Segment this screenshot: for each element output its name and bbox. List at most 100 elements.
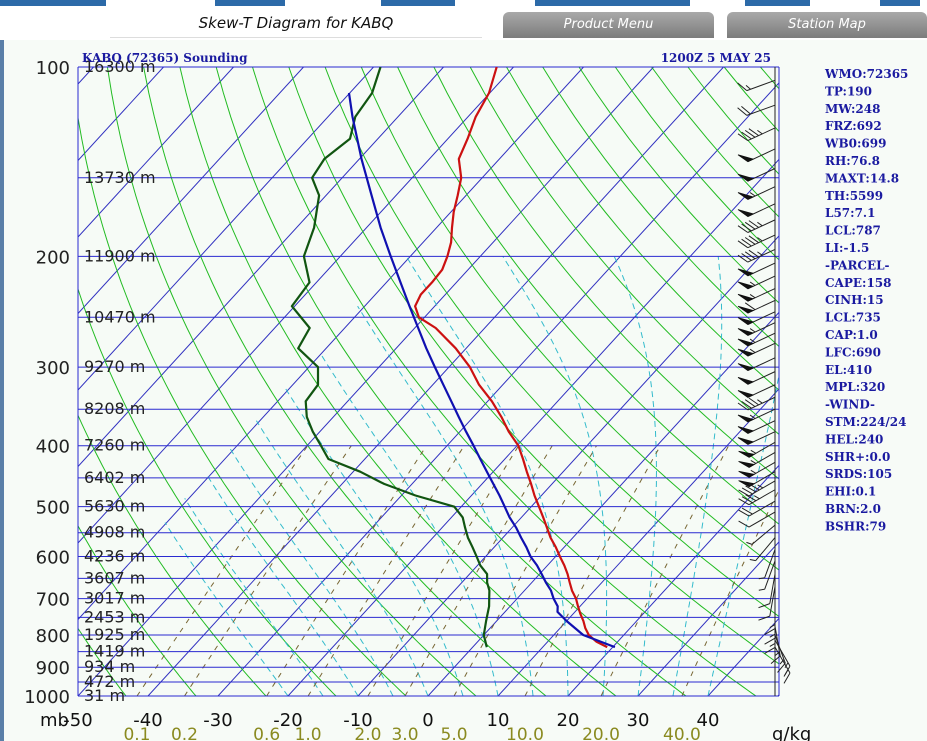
product-menu-button[interactable]: Product Menu bbox=[503, 12, 714, 38]
isotherm-line bbox=[78, 67, 304, 315]
isotherm-line bbox=[357, 235, 779, 696]
wind-barb bbox=[738, 480, 776, 497]
parcel-profile-line bbox=[347, 92, 616, 649]
station-info-line: BRN:2.0 bbox=[825, 502, 881, 516]
wind-barb-pennant bbox=[737, 414, 755, 423]
wind-barb-pennant bbox=[737, 426, 755, 434]
wind-barb bbox=[758, 560, 776, 591]
skewt-chart: 16300 m 13730 m 11900 m 10470 m 9270 m 8208 m… bbox=[0, 51, 908, 741]
temperature-tick-label: -20 bbox=[273, 710, 302, 731]
station-info-line: CAPE:158 bbox=[825, 276, 892, 290]
height-tick-label: 31 m bbox=[84, 686, 125, 705]
wind-barb-pennant bbox=[737, 209, 755, 217]
temperature-tick-label: 40 bbox=[697, 710, 720, 731]
station-info-line: SRDS:105 bbox=[825, 467, 892, 481]
mixing-ratio-tick-label: 0.2 bbox=[171, 725, 198, 741]
station-info-line: TP:190 bbox=[825, 84, 872, 98]
station-info-line: LFC:690 bbox=[825, 345, 881, 359]
top-strip-3 bbox=[381, 0, 455, 6]
moist-adiabat-line bbox=[285, 388, 464, 696]
wind-barb bbox=[774, 646, 791, 684]
pressure-tick-label: 100 bbox=[36, 58, 70, 79]
isotherm-line bbox=[637, 541, 779, 696]
temperature-tick-label: -40 bbox=[133, 710, 162, 731]
mixing-ratio-tick-label: 3.0 bbox=[391, 725, 418, 741]
temperature-tick-label: 10 bbox=[487, 710, 510, 731]
wind-barb bbox=[758, 586, 776, 621]
isotherm-line bbox=[78, 67, 444, 468]
mixing-ratio-tick-label: 2.0 bbox=[354, 725, 381, 741]
station-map-button[interactable]: Station Map bbox=[727, 12, 927, 38]
wind-barb bbox=[738, 511, 776, 528]
height-tick-label: 3607 m bbox=[84, 568, 145, 587]
pressure-tick-label: 700 bbox=[36, 590, 70, 611]
mixing-ratio-tick-label: 1.0 bbox=[295, 725, 322, 741]
mixing-ratio-unit-label: g/kg bbox=[772, 724, 811, 741]
wind-barb bbox=[758, 574, 776, 609]
moist-adiabat-line bbox=[206, 474, 359, 696]
station-info-line: CAP:1.0 bbox=[825, 328, 878, 342]
wind-barb-pennant bbox=[737, 348, 755, 357]
wind-barb bbox=[764, 617, 776, 654]
station-info-line: TH:5599 bbox=[825, 189, 883, 203]
height-tick-label: 13730 m bbox=[84, 168, 156, 187]
height-tick-label: 10470 m bbox=[84, 307, 156, 326]
station-info-line: FRZ:692 bbox=[825, 119, 882, 133]
wind-barb-pennant bbox=[738, 450, 756, 458]
isotherm-line bbox=[78, 67, 584, 621]
wind-barb bbox=[737, 127, 776, 142]
wind-barb-pennant bbox=[738, 470, 756, 478]
wind-barb-pennant bbox=[737, 328, 755, 336]
isotherm-line bbox=[0, 67, 24, 696]
height-tick-label: 16300 m bbox=[84, 57, 156, 76]
wind-barb-pennant bbox=[737, 338, 755, 347]
pressure-tick-label: 500 bbox=[36, 498, 70, 519]
wind-barb bbox=[737, 79, 776, 92]
height-tick-label: 472 m bbox=[84, 672, 135, 691]
height-tick-label: 1419 m bbox=[84, 642, 145, 661]
mixing-ratio-tick-label: 10.0 bbox=[506, 725, 544, 741]
height-tick-label: 9270 m bbox=[84, 357, 145, 376]
pressure-tick-label: 800 bbox=[36, 626, 70, 647]
chart-time-label: 1200Z 5 MAY 25 bbox=[661, 51, 771, 65]
wind-barb bbox=[737, 396, 776, 411]
wind-barb bbox=[746, 524, 776, 545]
wind-barb-pennant bbox=[738, 461, 756, 468]
height-tick-label: 2453 m bbox=[84, 607, 145, 626]
wind-barb bbox=[738, 489, 776, 506]
pressure-tick-label: 1000 bbox=[24, 687, 70, 708]
station-info-line: MAXT:14.8 bbox=[825, 171, 899, 185]
isotherm-line bbox=[567, 464, 779, 696]
wind-barb-pennant bbox=[737, 281, 755, 290]
station-info-line: WMO:72365 bbox=[824, 67, 908, 81]
isotherm-line bbox=[78, 67, 374, 391]
isotherm-line bbox=[78, 67, 234, 238]
isotherm-line bbox=[217, 82, 779, 696]
top-strip-4 bbox=[535, 0, 690, 6]
station-info-line: LI:-1.5 bbox=[825, 241, 869, 255]
left-edge-bar bbox=[0, 40, 4, 741]
mixing-ratio-tick-label: 5.0 bbox=[441, 725, 468, 741]
top-strip-5 bbox=[745, 0, 810, 6]
pressure-tick-label: 200 bbox=[36, 247, 70, 268]
pressure-tick-label: 300 bbox=[36, 358, 70, 379]
temperature-profile-line bbox=[414, 67, 608, 649]
chart-title: KABQ (72365) Sounding bbox=[82, 51, 248, 65]
station-info-line: LCL:735 bbox=[825, 311, 881, 325]
top-strip-6 bbox=[880, 0, 920, 6]
wind-barb-pennant bbox=[737, 192, 755, 200]
height-tick-label: 4236 m bbox=[84, 546, 145, 565]
moist-adiabat-line bbox=[255, 420, 429, 696]
wind-barb bbox=[758, 549, 776, 580]
wind-barb-pennant bbox=[737, 377, 755, 385]
wind-barb bbox=[737, 234, 776, 249]
station-info-line: EL:410 bbox=[825, 363, 872, 377]
pressure-unit-label: mb bbox=[40, 710, 69, 731]
height-tick-label: 6402 m bbox=[84, 468, 145, 487]
isotherm-line bbox=[497, 388, 779, 696]
moist-adiabat-line bbox=[319, 352, 499, 696]
mixing-ratio-tick-label: 0.6 bbox=[253, 725, 280, 741]
isotherm-line bbox=[78, 67, 514, 544]
mixing-ratio-tick-label: 0.1 bbox=[123, 725, 150, 741]
station-info-line: STM:224/24 bbox=[825, 415, 906, 429]
